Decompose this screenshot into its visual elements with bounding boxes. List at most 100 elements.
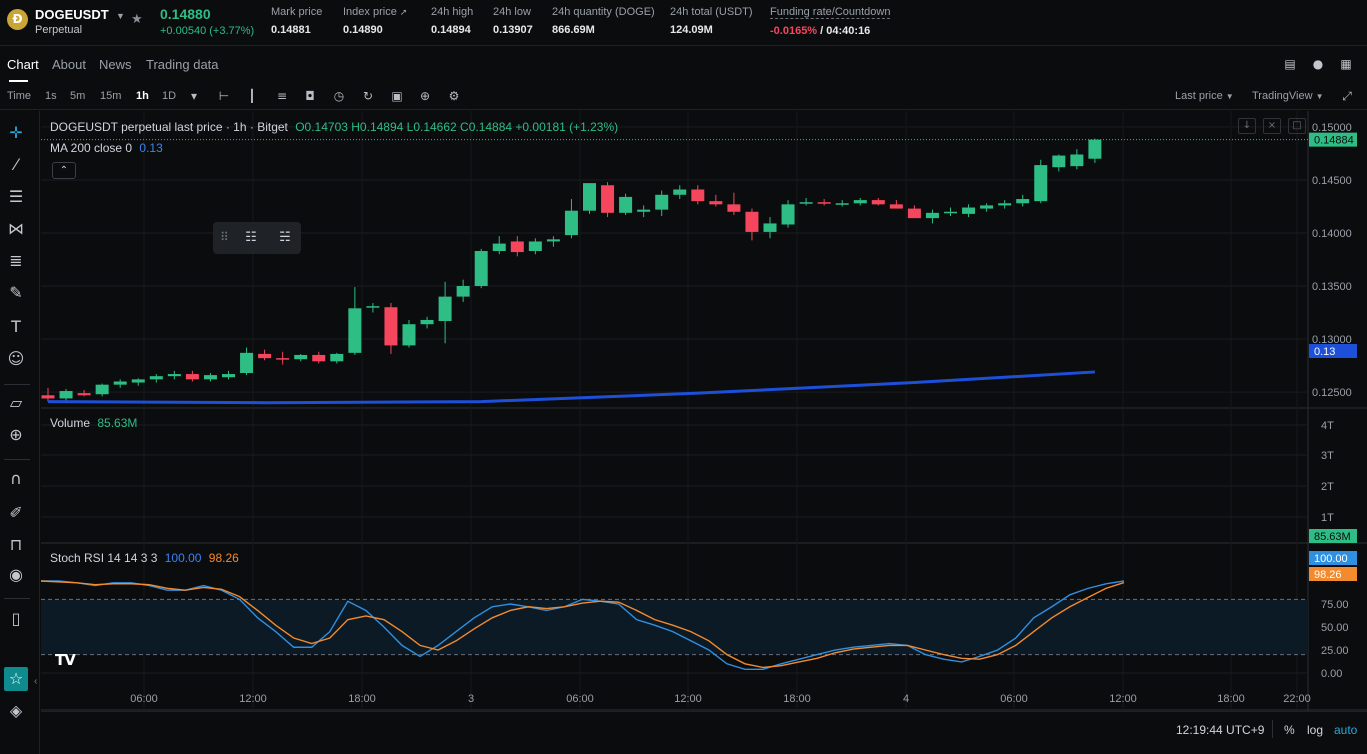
candle-up xyxy=(1034,165,1048,202)
price-mode-select[interactable]: Last price ▼ xyxy=(1175,90,1234,102)
favorite-star-icon[interactable]: ★ xyxy=(131,12,143,27)
volume-legend[interactable]: Volume 85.63M xyxy=(50,416,137,430)
fib-settings-icon[interactable]: ☷ xyxy=(245,230,257,245)
divider xyxy=(4,459,30,460)
interval-1s[interactable]: 1s xyxy=(45,90,57,102)
chevron-down-icon: ▼ xyxy=(1225,92,1234,101)
ma-value: 0.13 xyxy=(139,141,163,155)
alarm-icon[interactable]: ◷ xyxy=(333,89,345,103)
external-link-icon[interactable]: ➚ xyxy=(399,8,408,18)
layers-icon[interactable]: ◈ xyxy=(9,701,23,720)
symbol-dropdown-icon[interactable]: ▼ xyxy=(116,11,125,21)
stat-index-price[interactable]: Index price ➚ 0.14890 xyxy=(343,6,407,36)
ruler-icon[interactable]: ▱ xyxy=(9,393,23,412)
time-label: Time xyxy=(7,90,32,102)
interval-15m[interactable]: 15m xyxy=(100,90,122,102)
measure-icon[interactable]: ⊢ xyxy=(218,89,230,103)
notes-icon[interactable]: ▤ xyxy=(1284,57,1296,71)
pane-close-icon[interactable]: × xyxy=(1263,118,1281,134)
indicators-icon[interactable]: ≡ xyxy=(276,89,288,103)
camera-icon[interactable]: ◘ xyxy=(305,89,315,103)
chart-title: DOGEUSDT perpetual last price · 1h · Bit… xyxy=(50,120,288,134)
crosshair-icon[interactable]: ✛ xyxy=(9,123,23,142)
symbol-name[interactable]: DOGEUSDT xyxy=(35,7,109,22)
zoom-in-icon[interactable]: ⊕ xyxy=(9,425,23,444)
collapse-legend-icon[interactable]: ⌃ xyxy=(52,162,76,179)
candle-up xyxy=(763,223,777,232)
fullscreen-icon[interactable]: ⤢ xyxy=(1342,89,1352,103)
main-legend: DOGEUSDT perpetual last price · 1h · Bit… xyxy=(50,120,618,134)
horizontal-lines-icon[interactable]: ☰ xyxy=(8,187,24,206)
calendar-icon[interactable]: ▣ xyxy=(391,89,403,103)
trash-icon[interactable]: ▯ xyxy=(11,609,21,628)
volume-tick-label: 3T xyxy=(1321,450,1334,462)
interval-1h[interactable]: 1h xyxy=(136,90,149,102)
pane-down-icon[interactable]: ↓ xyxy=(1238,118,1256,134)
chart-area[interactable]: 0.15000 0.14500 0.14000 0.13500 0.13000 0.125… xyxy=(40,111,1367,711)
fib-icon[interactable]: ≣ xyxy=(9,251,23,270)
favorites-star-icon[interactable]: ☆ xyxy=(4,667,28,691)
candle-up xyxy=(673,189,687,195)
stoch-k-tag: 100.00 xyxy=(1314,553,1348,565)
volume-tag: 85.63M xyxy=(1314,531,1351,543)
settings-icon[interactable]: ⚙ xyxy=(448,89,460,103)
ohlc-values: O0.14703 H0.14894 L0.14662 C0.14884 +0.0… xyxy=(295,120,619,134)
stat-label: 24h high xyxy=(431,6,474,18)
tradingview-logo: TV xyxy=(55,651,76,669)
ma-legend[interactable]: MA 200 close 0 0.13 xyxy=(50,141,163,155)
replay-icon[interactable]: ↻ xyxy=(362,89,374,103)
add-icon[interactable]: ⊕ xyxy=(419,89,431,103)
floating-drawing-toolbar[interactable]: ⠿ ☷ ☵ xyxy=(213,222,301,254)
collapse-toolbar-icon[interactable]: ‹ xyxy=(34,676,38,687)
magnet-icon[interactable]: ∩ xyxy=(10,469,22,488)
candle-up xyxy=(59,391,73,399)
stoch-d-tag: 98.26 xyxy=(1314,569,1342,581)
emoji-icon[interactable]: ☺ xyxy=(7,349,25,368)
chart-toolbar: Time 1s 5m 15m 1h 1D ▾ ⊢ ┃ ≡ ◘ ◷ ↻ ▣ ⊕ ⚙… xyxy=(0,84,1367,110)
pattern-icon[interactable]: ⋈ xyxy=(8,219,24,238)
view-mode-select[interactable]: TradingView ▼ xyxy=(1252,90,1324,102)
interval-5m[interactable]: 5m xyxy=(70,90,86,102)
bottom-bar: 12:19:44 UTC+9 % log auto xyxy=(41,711,1367,754)
tab-chart[interactable]: Chart xyxy=(7,57,39,72)
time-tick-label: 12:00 xyxy=(1109,693,1137,705)
chart-canvas[interactable]: 0.15000 0.14500 0.14000 0.13500 0.13000 0.125… xyxy=(40,111,1367,711)
time-tick-label: 06:00 xyxy=(1000,693,1028,705)
stoch-legend[interactable]: Stoch RSI 14 14 3 3 100.00 98.26 xyxy=(50,551,239,565)
candle-down xyxy=(727,204,741,212)
candle-up xyxy=(294,354,308,360)
funding-value: -0.0165% / 04:40:16 xyxy=(770,25,890,37)
lock-drawing-icon[interactable]: ✐ xyxy=(9,503,23,522)
candle-down xyxy=(384,307,398,346)
candles-icon[interactable]: ┃ xyxy=(248,89,256,103)
brush-icon[interactable]: ✎ xyxy=(9,283,23,302)
last-price: 0.14880 xyxy=(160,6,211,22)
lock-icon[interactable]: ⊓ xyxy=(9,535,23,554)
stoch-label: Stoch RSI 14 14 3 3 xyxy=(50,551,158,565)
clock[interactable]: 12:19:44 UTC+9 xyxy=(1176,723,1265,737)
drag-handle-icon[interactable]: ⠿ xyxy=(220,230,229,244)
tab-news[interactable]: News xyxy=(99,57,132,72)
price-tick-label: 0.12500 xyxy=(1312,387,1352,399)
candle-up xyxy=(149,376,163,380)
candle-down xyxy=(709,201,723,205)
grid-layout-icon[interactable]: ▦ xyxy=(1340,57,1352,71)
auto-scale-toggle[interactable]: auto xyxy=(1334,723,1358,737)
interval-1d[interactable]: 1D xyxy=(162,90,177,102)
stat-funding[interactable]: Funding rate/Countdown -0.0165% / 04:40:… xyxy=(770,6,891,37)
eye-icon[interactable]: ◉ xyxy=(9,565,23,584)
percent-toggle[interactable]: % xyxy=(1284,723,1295,737)
chat-icon[interactable]: ● xyxy=(1312,57,1324,71)
interval-dropdown-icon[interactable]: ▾ xyxy=(190,89,198,103)
funding-label[interactable]: Funding rate/Countdown xyxy=(770,6,891,19)
ma-tag: 0.13 xyxy=(1314,346,1335,358)
text-icon[interactable]: T xyxy=(11,317,21,336)
fib-extension-icon[interactable]: ☵ xyxy=(279,230,291,245)
pane-maximize-icon[interactable]: □ xyxy=(1288,118,1306,134)
trend-line-icon[interactable]: ⁄ xyxy=(14,155,18,174)
tab-trading-data[interactable]: Trading data xyxy=(146,57,219,72)
log-toggle[interactable]: log xyxy=(1307,723,1324,737)
tab-about[interactable]: About xyxy=(52,57,86,72)
stoch-tick-label: 25.00 xyxy=(1321,645,1349,657)
price-tick-label: 0.15000 xyxy=(1312,122,1352,134)
